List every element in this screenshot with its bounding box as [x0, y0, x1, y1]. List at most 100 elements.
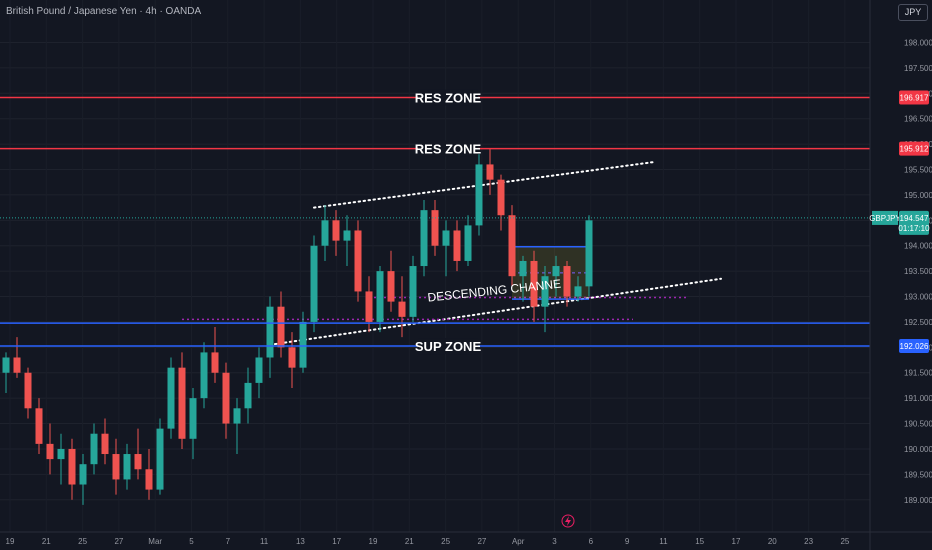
price-tick-label: 197.500	[904, 64, 932, 73]
level-label: RES ZONE	[415, 142, 482, 157]
candle-body	[519, 260, 527, 277]
time-tick-label: 25	[441, 537, 450, 546]
time-tick-label: 13	[296, 537, 305, 546]
level-label-bg	[418, 89, 478, 106]
time-tick-label: 19	[369, 537, 378, 546]
level-label-bg	[418, 338, 478, 355]
time-tick-label: 25	[78, 537, 87, 546]
time-tick-label: 17	[332, 537, 341, 546]
candle-body	[453, 230, 461, 261]
price-tag-text: 192.026	[900, 342, 929, 351]
time-tick-label: 20	[768, 537, 777, 546]
candle-body	[13, 357, 21, 373]
candle-body	[420, 210, 428, 267]
price-tick-label: 195.500	[904, 166, 932, 175]
candle-body	[442, 230, 450, 246]
candle-body	[79, 464, 87, 485]
candle-body	[266, 306, 274, 358]
symbol-tag	[872, 210, 898, 225]
time-tick-label: 11	[260, 537, 269, 546]
price-tag	[899, 90, 929, 105]
candle-body	[585, 220, 593, 287]
time-tick-label: 7	[226, 537, 231, 546]
time-axis[interactable]: 19 21 25 27 Mar 5 7 11 13 17 19 21 25 27 Apr 3 6 9 11 15 17 2…	[0, 531, 932, 546]
candle-body	[200, 352, 208, 399]
level-label-bg	[418, 140, 478, 157]
time-tick-label: 27	[477, 537, 486, 546]
price-tick-label: 189.000	[904, 496, 932, 505]
candle-body	[486, 164, 494, 180]
candle-body	[68, 448, 76, 485]
candle-body	[178, 367, 186, 439]
time-tick-label: Apr	[512, 537, 525, 546]
price-tick-label: 191.000	[904, 394, 932, 403]
time-tick-label: 9	[625, 537, 630, 546]
candle-body	[277, 306, 285, 348]
candle-body	[24, 372, 32, 409]
candles	[2, 149, 593, 505]
time-tick-label: 3	[552, 537, 557, 546]
channel-line-upper	[313, 160, 656, 209]
price-tick-label: 193.500	[904, 267, 932, 276]
candle-body	[508, 215, 516, 277]
price-tag-text: 195.912	[900, 145, 929, 154]
currency-button[interactable]: JPY	[898, 4, 928, 21]
candle-body	[552, 266, 560, 277]
price-tick-label: 191.500	[904, 369, 932, 378]
price-tick-label: 198.000	[904, 38, 932, 47]
level-label: RES ZONE	[415, 91, 482, 106]
price-tick-label: 190.000	[904, 445, 932, 454]
lightning-icon[interactable]	[561, 514, 575, 528]
time-tick-label: 5	[189, 537, 194, 546]
price-tick-label: 193.000	[904, 293, 932, 302]
time-tick-label: 21	[405, 537, 414, 546]
price-tag	[899, 339, 929, 354]
candle-body	[211, 352, 219, 373]
candle-body	[101, 433, 109, 455]
last-price-text: 194.547	[900, 214, 929, 223]
candle-body	[332, 220, 340, 241]
time-tick-label: 11	[659, 537, 668, 546]
candle-body	[574, 286, 582, 297]
price-axis[interactable]: 189.000 189.500 190.000 190.500 191.000 191.5…	[869, 0, 932, 550]
candle-body	[222, 372, 230, 424]
time-tick-label: 21	[42, 537, 51, 546]
candle-body	[475, 164, 483, 226]
candle-body	[409, 266, 417, 317]
candle-body	[145, 469, 153, 490]
candle-body	[2, 357, 10, 373]
time-tick-label: 6	[589, 537, 594, 546]
candle-body	[530, 260, 538, 307]
chart-title: British Pound / Japanese Yen · 4h · OAND…	[6, 6, 202, 17]
level-label: SUP ZONE	[415, 339, 482, 354]
price-tick-label: 192.500	[904, 318, 932, 327]
price-tag	[899, 141, 929, 156]
time-tick-label: 23	[804, 537, 813, 546]
price-tags: 196.917 195.912 192.026 GBPJPY194.54701:17:…	[869, 90, 930, 354]
time-tick-label: 15	[695, 537, 704, 546]
candle-body	[255, 357, 263, 383]
candle-body	[90, 433, 98, 465]
candle-body	[156, 428, 164, 490]
candle-body	[464, 225, 472, 261]
price-tag-text: 196.917	[900, 94, 929, 103]
candle-body	[563, 266, 571, 297]
time-tick-label: 19	[6, 537, 15, 546]
symbol-tag-text: GBPJPY	[869, 214, 901, 223]
candle-body	[541, 276, 549, 307]
candle-body	[343, 230, 351, 241]
price-tick-label: 195.000	[904, 191, 932, 200]
time-tick-label: 17	[732, 537, 741, 546]
candle-body	[189, 398, 197, 439]
candle-body	[365, 291, 373, 322]
candle-body	[387, 271, 395, 302]
time-tick-label: 25	[840, 537, 849, 546]
time-tick-label: 27	[114, 537, 123, 546]
price-tick-label: 190.500	[904, 420, 932, 429]
candle-body	[376, 271, 384, 322]
channel-lines	[182, 160, 722, 346]
candle-body	[112, 454, 120, 480]
candle-body	[321, 220, 329, 246]
candle-body	[57, 448, 65, 460]
